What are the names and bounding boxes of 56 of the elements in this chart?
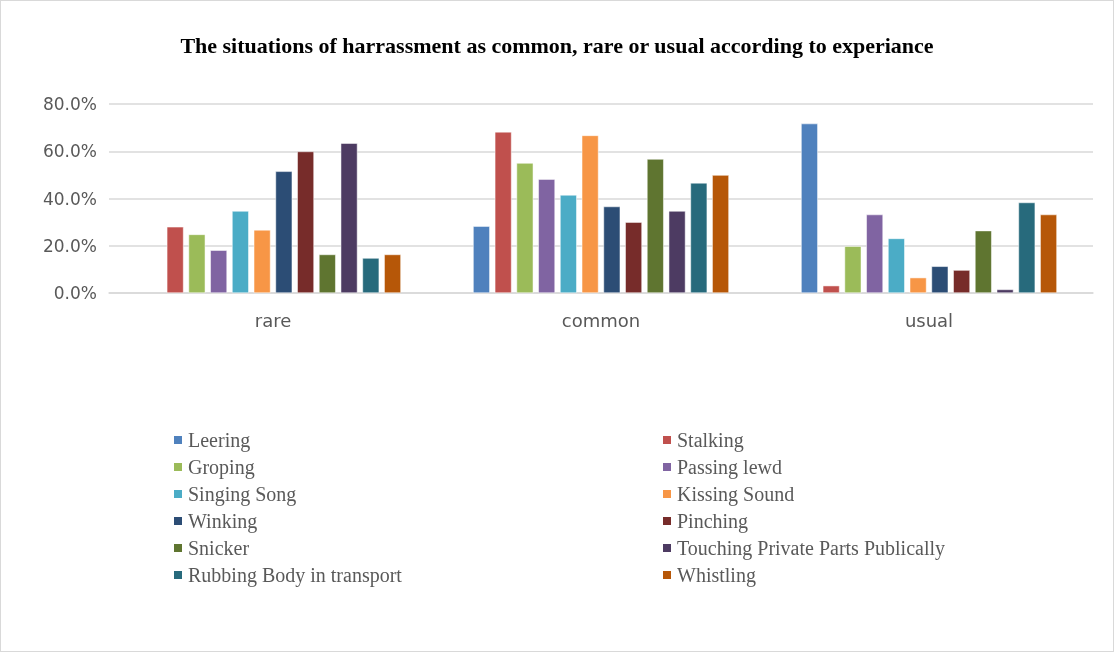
bar bbox=[516, 163, 534, 293]
bar bbox=[384, 254, 401, 293]
bar bbox=[362, 258, 380, 293]
bar bbox=[275, 171, 293, 293]
bar bbox=[232, 211, 249, 293]
legend-label: Passing lewd bbox=[677, 456, 782, 479]
bar bbox=[844, 246, 862, 293]
bar bbox=[866, 214, 884, 293]
bar bbox=[822, 285, 840, 293]
bar bbox=[1018, 202, 1036, 293]
bar bbox=[340, 143, 358, 293]
legend-label: Singing Song bbox=[188, 483, 297, 506]
bar bbox=[473, 226, 490, 293]
legend-label: Kissing Sound bbox=[677, 483, 795, 506]
bar bbox=[253, 229, 271, 293]
bar bbox=[690, 182, 708, 293]
bar bbox=[210, 250, 228, 293]
bar bbox=[668, 211, 686, 293]
bar bbox=[888, 238, 905, 293]
bar bbox=[974, 230, 992, 293]
legend-label: Pinching bbox=[677, 510, 749, 533]
bar bbox=[1040, 214, 1057, 293]
bar bbox=[996, 289, 1014, 293]
legend-label: Stalking bbox=[677, 429, 744, 452]
bar bbox=[297, 151, 314, 293]
bar bbox=[909, 277, 927, 293]
bar bbox=[603, 206, 621, 293]
legend-label: Snicker bbox=[188, 537, 250, 559]
bar bbox=[188, 234, 206, 293]
bar bbox=[494, 131, 512, 293]
chart-title: The situations of harrassment as common, rare or usual according to experiance bbox=[180, 32, 934, 59]
legend-label: Rubbing Body in transport bbox=[188, 564, 403, 587]
legend-label: Whistling bbox=[677, 564, 756, 587]
y-tick-label: 80.0% bbox=[42, 94, 97, 114]
y-tick-label: 60.0% bbox=[42, 141, 97, 162]
bar bbox=[560, 194, 577, 293]
x-tick-label: common bbox=[561, 309, 641, 331]
y-tick-label: 40.0% bbox=[42, 188, 97, 209]
y-tick-label: 0.0% bbox=[53, 283, 97, 303]
x-tick-label: usual bbox=[904, 309, 954, 331]
legend-label: Winking bbox=[188, 510, 258, 533]
bar bbox=[538, 179, 556, 293]
bar bbox=[712, 175, 729, 293]
legend-label: Touching Private Parts Publically bbox=[677, 537, 946, 560]
bar bbox=[625, 222, 642, 293]
bar bbox=[931, 266, 949, 293]
bar bbox=[581, 135, 599, 293]
bar bbox=[318, 254, 336, 293]
bar bbox=[166, 226, 184, 293]
bar bbox=[801, 123, 818, 293]
bar bbox=[953, 270, 970, 293]
legend-label: Groping bbox=[188, 456, 255, 479]
x-tick-label: rare bbox=[254, 309, 292, 331]
legend-label: Leering bbox=[188, 429, 251, 452]
bar bbox=[646, 159, 664, 293]
y-tick-label: 20.0% bbox=[42, 235, 97, 256]
